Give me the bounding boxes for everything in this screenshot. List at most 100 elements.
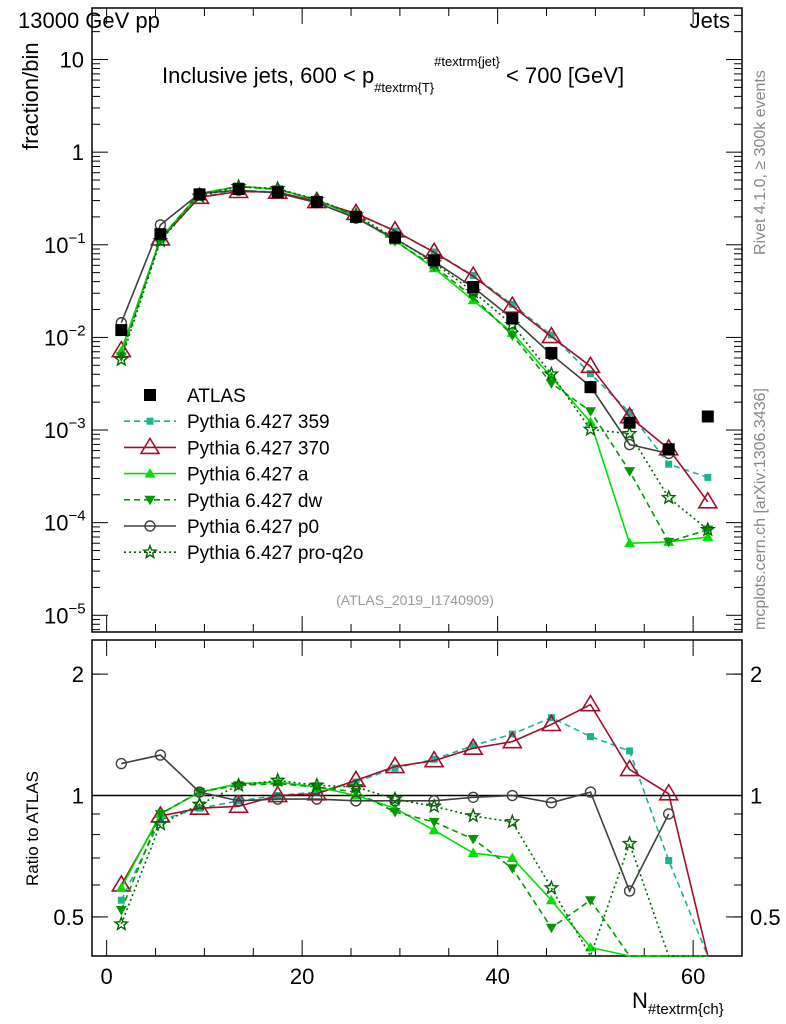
star-marker <box>465 807 482 823</box>
atlas-marker <box>193 188 206 201</box>
open-circle-marker <box>232 795 245 807</box>
title-sub: #textrm{T} <box>374 80 435 95</box>
down-triangle-marker <box>624 467 636 477</box>
down-triangle-marker <box>389 808 401 818</box>
square-marker <box>391 764 399 772</box>
star-marker <box>699 521 716 537</box>
open-circle-marker <box>623 885 636 897</box>
series-line <box>120 703 709 957</box>
square-marker <box>547 714 555 722</box>
triangle-marker <box>428 824 440 835</box>
open-circle-marker <box>350 795 362 807</box>
atlas-marker <box>144 389 156 401</box>
star-marker <box>269 771 286 788</box>
main-y-axis-label: fraction/bin <box>18 42 43 150</box>
open-triangle-marker <box>501 731 523 749</box>
atlas-marker <box>506 312 519 325</box>
main-y-tick-label: 10 <box>60 48 84 73</box>
star-marker <box>660 489 677 505</box>
down-triangle-marker <box>467 835 479 845</box>
atlas-marker <box>271 186 284 199</box>
down-triangle-marker <box>115 352 127 362</box>
down-triangle-marker <box>428 817 440 828</box>
open-triangle-marker <box>267 784 289 803</box>
x-tick-label: 20 <box>290 964 314 989</box>
ratio-y-tick-label-right: 1 <box>750 784 762 809</box>
ratio-y-tick-label-right: 2 <box>750 662 762 687</box>
series-line <box>120 190 709 503</box>
open-circle-marker <box>584 786 597 798</box>
square-marker <box>156 816 164 824</box>
tick-exponent: −1 <box>68 230 85 247</box>
series-line <box>120 189 709 479</box>
star-marker <box>426 797 443 814</box>
legend-label: Pythia 6.427 359 <box>187 412 330 433</box>
square-marker <box>586 370 594 378</box>
legend-item: Pythia 6.427 a <box>124 465 309 486</box>
analysis-id: (ATLAS_2019_I1740909) <box>336 592 494 608</box>
legend-label: Pythia 6.427 dw <box>187 491 322 512</box>
mcplots-label: mcplots.cern.ch [arXiv:1306.3436] <box>752 388 769 630</box>
down-triangle-marker <box>545 923 557 934</box>
atlas-marker <box>701 410 714 423</box>
x-tick-label: 60 <box>681 964 705 989</box>
open-circle-marker <box>154 749 167 761</box>
down-triangle-marker <box>144 495 156 506</box>
legend: ATLAS Pythia 6.427 359 Pythia 6.427 370 Pyt… <box>124 386 363 564</box>
open-circle-marker <box>662 808 675 820</box>
atlas-marker <box>349 210 362 223</box>
triangle-marker <box>545 894 557 905</box>
legend-item: Pythia 6.427 370 <box>124 436 330 459</box>
atlas-marker <box>662 443 675 456</box>
legend-label: Pythia 6.427 a <box>187 465 309 486</box>
open-circle-marker <box>545 796 558 809</box>
star-marker <box>347 778 364 794</box>
legend-item: Pythia 6.427 dw <box>124 491 322 512</box>
open-triangle-marker <box>540 713 562 732</box>
square-marker <box>665 460 673 468</box>
down-triangle-marker <box>584 896 596 906</box>
ratio-y-axis-label: Ratio to ATLAS <box>23 771 42 886</box>
star-marker <box>308 776 325 793</box>
square-marker <box>547 331 555 339</box>
star-marker <box>141 543 159 560</box>
open-triangle-marker <box>580 694 601 712</box>
series-line <box>120 185 708 545</box>
triangle-marker <box>624 537 636 548</box>
square-marker <box>704 473 712 481</box>
x-axis-label-sub: #textrm{ch} <box>648 1001 724 1018</box>
down-triangle-marker <box>115 906 127 916</box>
triangle-marker <box>467 847 479 858</box>
atlas-marker <box>467 281 480 294</box>
atlas-marker <box>623 416 636 429</box>
down-triangle-marker <box>506 864 518 874</box>
star-marker <box>230 776 247 793</box>
header-left: 13000 GeV pp <box>18 8 160 33</box>
legend-label: Pythia 6.427 p0 <box>187 517 319 538</box>
open-circle-marker <box>428 795 440 807</box>
atlas-marker <box>428 254 441 267</box>
open-triangle-marker <box>462 737 484 756</box>
series-line <box>120 185 709 543</box>
star-marker <box>582 420 599 437</box>
star-marker <box>191 796 208 812</box>
legend-item: Pythia 6.427 359 <box>124 412 330 433</box>
ratio-series-pythia-6-427-370 <box>110 694 709 957</box>
open-triangle-marker <box>345 769 367 788</box>
open-circle-marker <box>311 793 323 805</box>
open-circle-marker <box>272 793 284 805</box>
title-sup: #textrm{jet} <box>434 54 500 69</box>
atlas-marker <box>389 231 402 244</box>
plot-title: Inclusive jets, 600 < p#textrm{T}#textrm… <box>162 54 624 95</box>
open-triangle-marker <box>139 436 161 455</box>
down-triangle-marker <box>545 379 557 389</box>
x-axis-label: N#textrm{ch} <box>632 988 724 1018</box>
star-marker <box>543 879 560 895</box>
atlas-marker <box>584 381 597 394</box>
square-marker <box>665 857 673 865</box>
open-circle-marker <box>506 789 519 802</box>
ratio-y-tick-label: 0.5 <box>53 905 84 930</box>
tick-exponent: −3 <box>68 415 85 432</box>
main-y-tick-label: 10−5 <box>44 600 86 628</box>
x-tick-label: 0 <box>101 964 113 989</box>
